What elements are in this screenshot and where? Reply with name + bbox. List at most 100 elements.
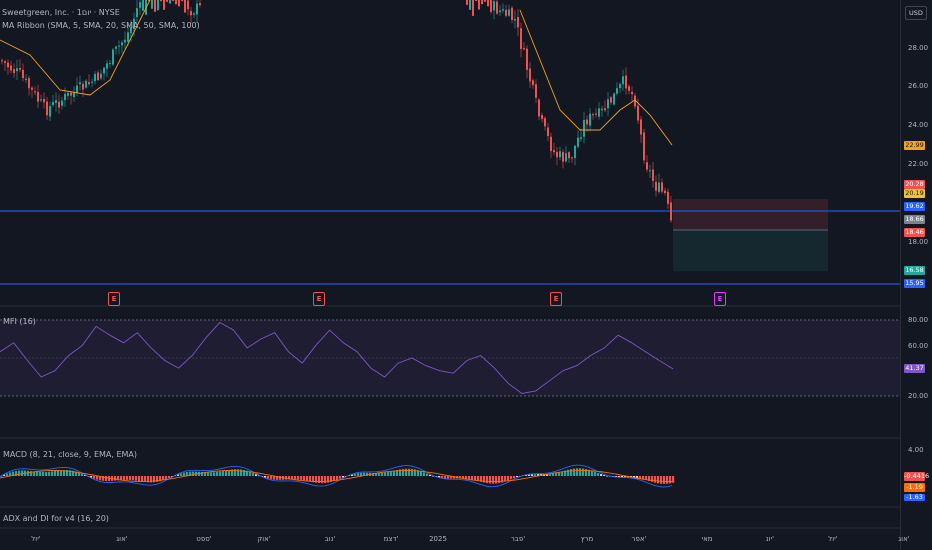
macd-hist-bar [84,474,87,476]
candle-body [586,119,588,125]
macd-hist-bar [408,468,411,476]
macd-hist-bar [483,476,486,483]
macd-hist-bar [621,476,624,478]
candle-body [619,84,621,89]
macd-hist-bar [372,472,375,476]
macd-hist-bar [243,470,246,476]
macd-hist-bar [141,476,144,482]
macd-hist-bar [366,472,369,476]
macd-hist-bar [48,471,51,476]
candle-body [475,0,477,1]
candle-body [124,39,126,43]
candle-body [493,1,495,11]
candle-body [133,18,135,29]
macd-hist-bar [558,472,561,476]
macd-hist-bar [657,476,660,484]
candle-body [547,127,549,137]
candle-body [130,26,132,34]
candle-body [670,202,672,221]
candle-body [190,11,192,16]
candle-body [484,0,486,2]
symbol-legend[interactable]: Sweetgreen, Inc. · 1יום · NYSE [2,8,120,17]
time-tick: אוק' [257,535,271,543]
candle-body [601,108,603,111]
macd-hist-bar [510,476,513,480]
candle-body [652,169,654,181]
macd-hist-bar [99,476,102,481]
macd-hist-bar [585,469,588,476]
macd-hist-bar [36,471,39,476]
macd-hist-bar [423,472,426,476]
macd-hist-bar [396,469,399,476]
macd-hist-bar [576,468,579,476]
currency-button[interactable]: USD [905,6,927,20]
macd-hist-bar [579,468,582,476]
mfi-tick: 20.00 [908,392,929,400]
macd-hist-bar [501,476,504,483]
price-tick: 26.00 [908,82,929,90]
candle-body [4,61,6,63]
macd-hist-bar [252,472,255,476]
position-reward-zone[interactable] [673,230,828,271]
candle-body [82,83,84,90]
macd-hist-bar [228,469,231,476]
macd-hist-bar [186,471,189,476]
macd-hist-bar [120,476,123,481]
macd-hist-bar [552,473,555,476]
macd-hist-bar [465,476,468,479]
time-tick: מרץ [580,535,594,543]
earnings-marker[interactable]: E [313,292,325,306]
macd-hist-bar [489,476,492,484]
candle-body [52,101,54,106]
adx-legend[interactable]: ADX and DI for v4 (16, 20) [3,514,109,523]
price-scale[interactable] [900,0,932,550]
candle-body [163,0,165,10]
candle-body [658,182,660,192]
earnings-marker[interactable]: E [550,292,562,306]
macd-hist-bar [159,476,162,482]
candle-body [31,87,33,90]
sma-value-badge: 22.99 [904,141,925,150]
macd-tick: 4.00 [908,446,924,454]
candle-body [589,113,591,126]
candle-body [40,99,42,101]
macd-hist-bar [567,469,570,476]
price-tick: 24.00 [908,121,929,129]
macd-hist-bar [12,471,15,476]
candle-body [637,105,639,121]
macd-hist-bar [285,476,288,480]
macd-hist-bar [222,470,225,476]
macd-hist-bar [225,470,228,476]
macd-hist-bar [180,473,183,476]
earnings-marker-upcoming[interactable]: E [714,292,726,306]
candle-body [541,114,543,119]
candle-body [631,91,633,95]
macd-hist-bar [246,470,249,476]
macd-hist-bar [147,476,150,483]
candle-body [505,9,507,16]
macd-hist-bar [531,474,534,476]
position-risk-zone[interactable] [673,199,828,230]
macd-hist-bar [333,476,336,482]
macd-hist-bar [660,476,663,484]
mfi-legend[interactable]: MFI (16) [3,317,36,326]
candle-body [634,95,636,107]
mfi-tick: 60.00 [908,342,929,350]
entry-badge: 18.66 [904,215,925,224]
macd-hist-bar [183,472,186,476]
candle-body [520,28,522,49]
candle-body [580,137,582,139]
macd-hist-bar [618,476,621,478]
macd-hist-bar [189,471,192,476]
candle-body [85,80,87,88]
candle-body [646,162,648,170]
macd-hist-bar [114,476,117,481]
macd-hist-bar [279,476,282,480]
time-tick: ספט' [196,535,212,543]
earnings-marker[interactable]: E [108,292,120,306]
ma-ribbon-legend[interactable]: MA Ribbon (SMA, 5, SMA, 20, SMA, 50, SMA… [2,21,200,30]
level-badge-lower: 15.95 [904,279,925,288]
macd-legend[interactable]: MACD (8, 21, close, 9, EMA, EMA) [3,450,138,459]
